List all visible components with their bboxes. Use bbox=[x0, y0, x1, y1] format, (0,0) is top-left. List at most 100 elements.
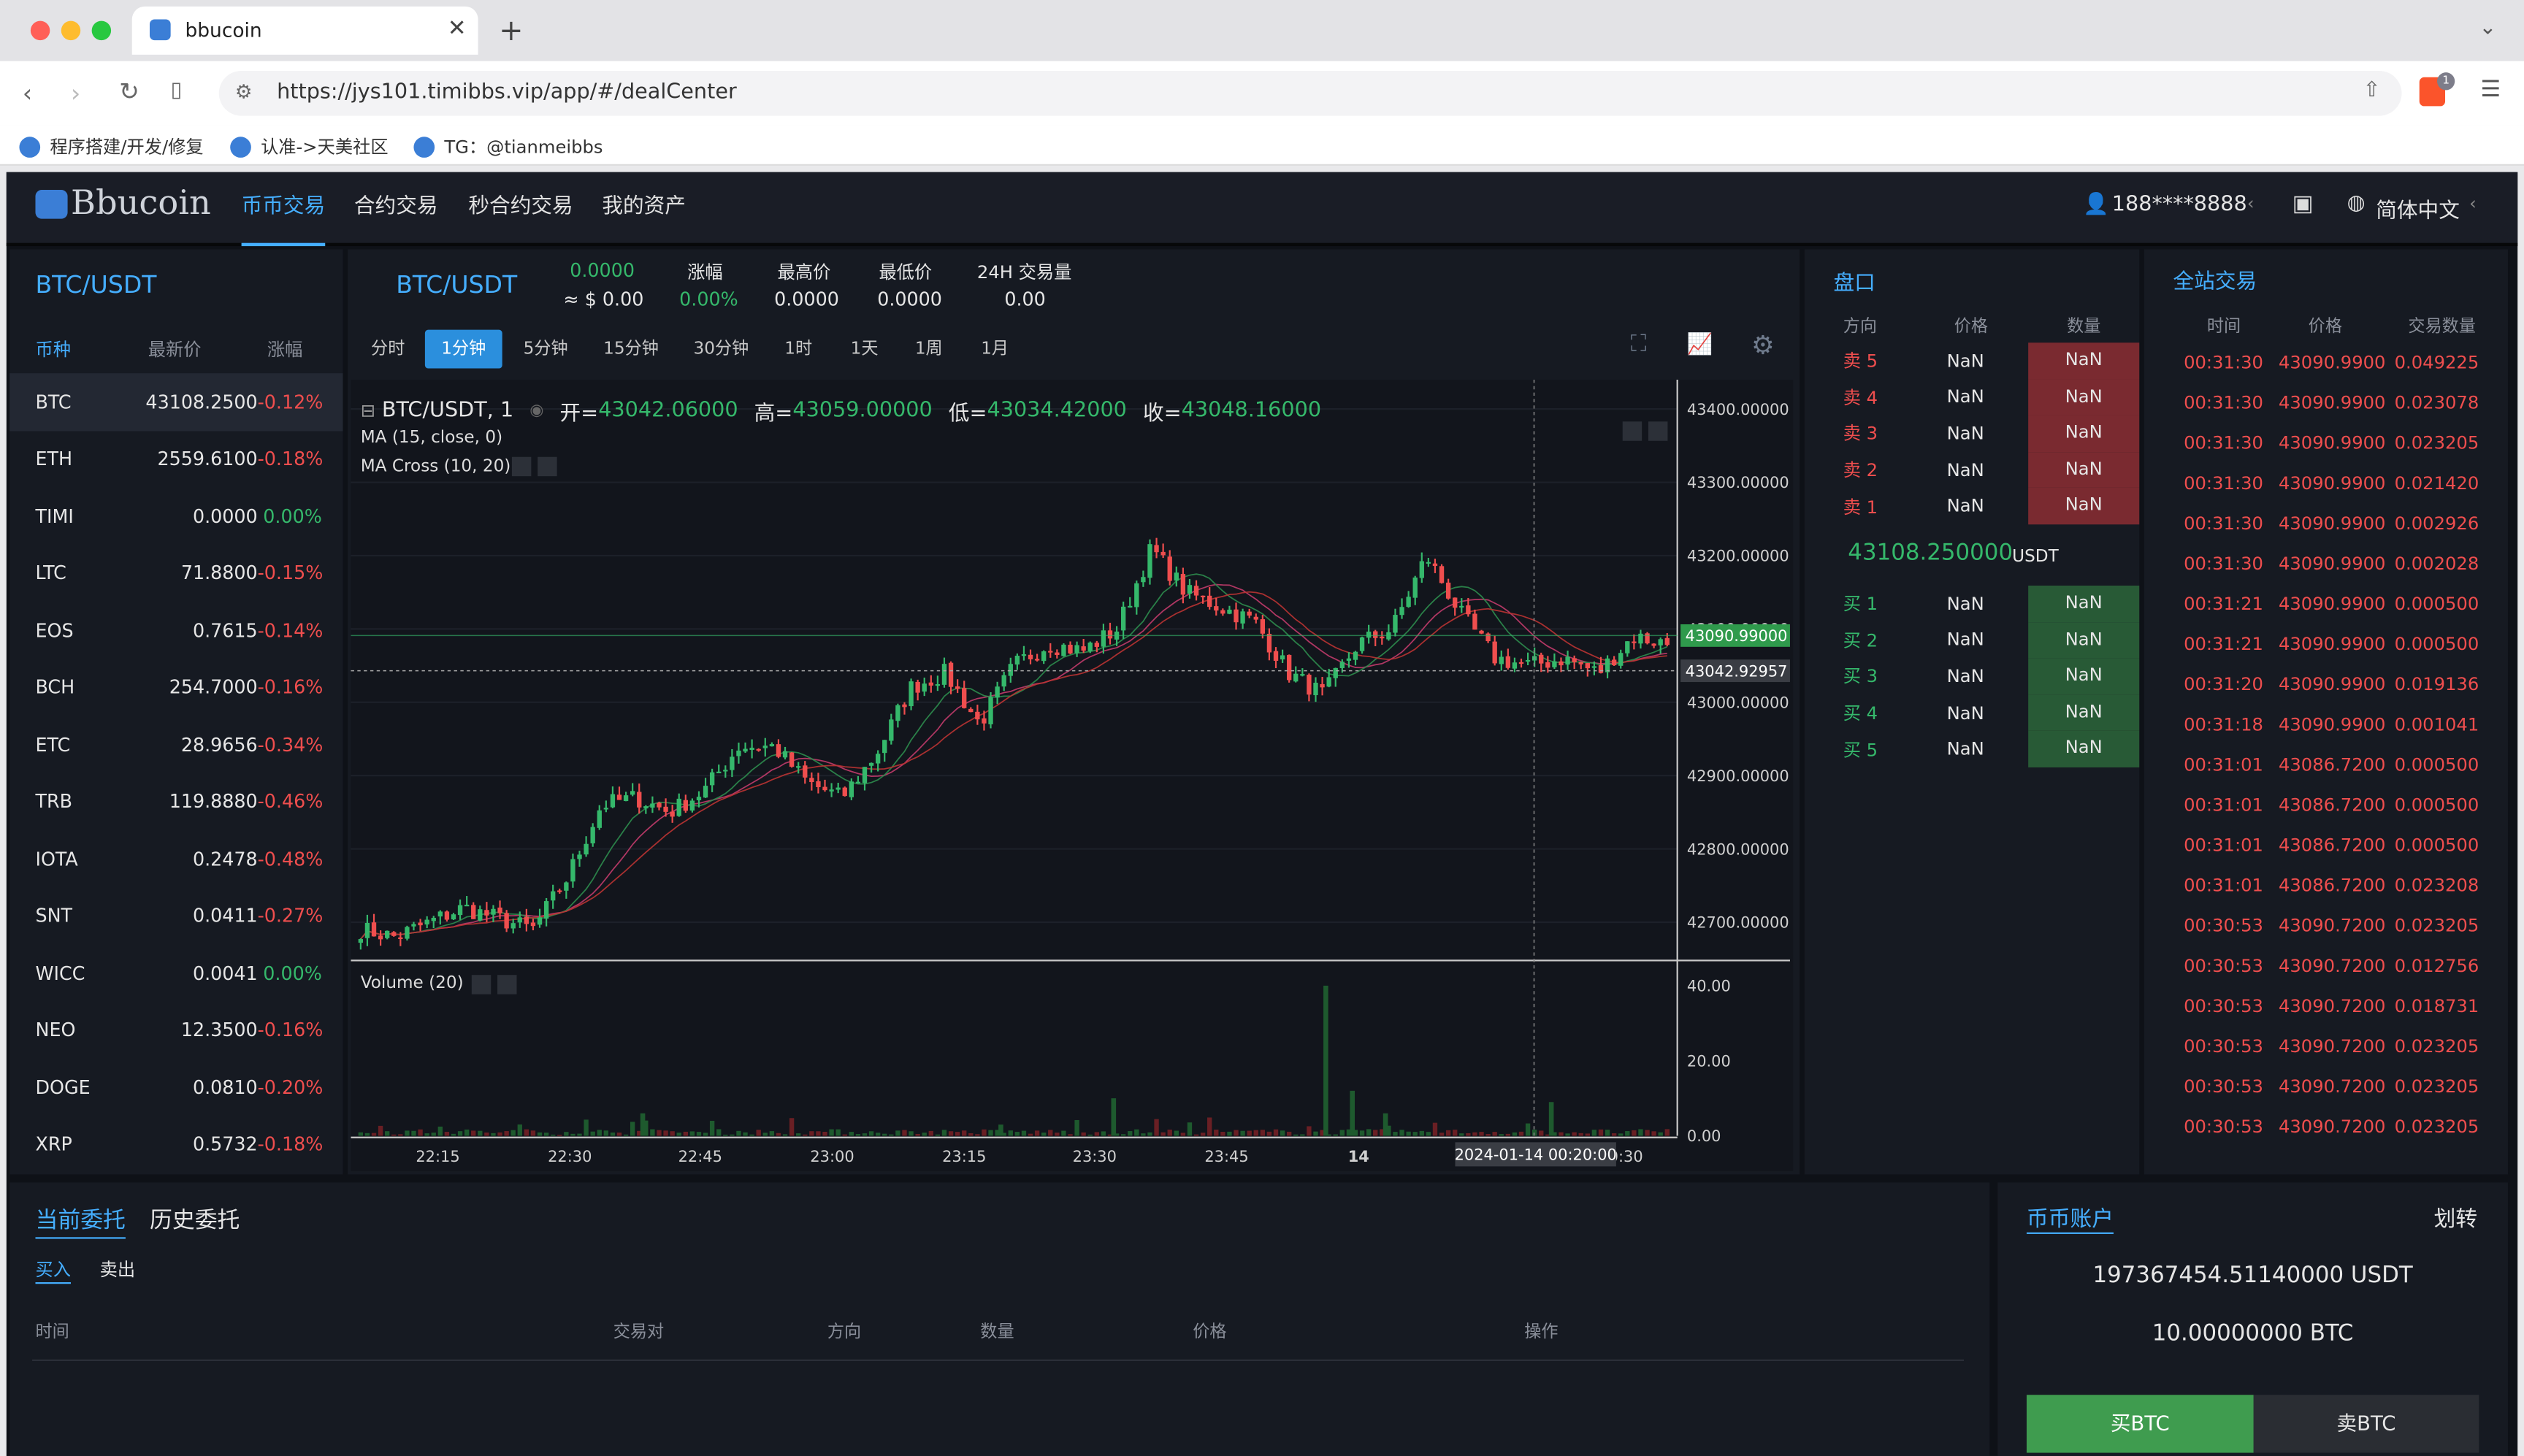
bid-row[interactable]: 买 4 NaN NaN bbox=[1805, 694, 2140, 732]
subtab-sell[interactable]: 卖出 bbox=[99, 1260, 136, 1281]
timeframe-30m[interactable]: 30分钟 bbox=[693, 339, 749, 359]
maximize-window-icon[interactable] bbox=[91, 20, 112, 41]
chart-settings-gear-icon[interactable]: ⚙ bbox=[1751, 329, 1775, 361]
market-row[interactable]: TRB 119.8880 -0.46% bbox=[9, 773, 343, 830]
timeframe-1m[interactable]: 1分钟 bbox=[424, 329, 502, 369]
market-row[interactable]: SNT 0.0411 -0.27% bbox=[9, 887, 343, 944]
candle-body bbox=[1518, 662, 1524, 664]
ask-row[interactable]: 卖 2 NaN NaN bbox=[1805, 451, 2140, 488]
globe-icon[interactable]: ◍ bbox=[2347, 191, 2366, 216]
reload-icon[interactable]: ↻ bbox=[119, 77, 139, 107]
nav-futures[interactable]: 合约交易 bbox=[353, 194, 438, 219]
market-row[interactable]: ETC 28.9656 -0.34% bbox=[9, 716, 343, 773]
timeframe-5m[interactable]: 5分钟 bbox=[523, 339, 568, 359]
legend-settings-icon[interactable]: ◉ bbox=[529, 402, 544, 421]
volume-bar bbox=[1664, 1129, 1670, 1136]
user-icon[interactable]: 👤 bbox=[2083, 193, 2109, 218]
candle-body bbox=[1545, 662, 1550, 668]
volume-remove-icon[interactable] bbox=[497, 975, 517, 995]
market-row[interactable]: DOGE 0.0810 -0.20% bbox=[9, 1059, 343, 1116]
sell-btc-button[interactable]: 卖BTC bbox=[2253, 1395, 2479, 1453]
download-app-icon[interactable]: ▣ bbox=[2292, 191, 2314, 218]
subtab-buy[interactable]: 买入 bbox=[35, 1257, 71, 1284]
col-header-price: 最新价 bbox=[148, 339, 202, 361]
new-tab-icon[interactable]: + bbox=[499, 14, 524, 49]
bid-row[interactable]: 买 2 NaN NaN bbox=[1805, 621, 2140, 659]
bookmark-favicon-icon bbox=[413, 136, 435, 157]
volume-bar bbox=[730, 1134, 735, 1136]
timeframe-1d[interactable]: 1天 bbox=[850, 339, 879, 359]
tab-order-history[interactable]: 历史委托 bbox=[149, 1208, 240, 1234]
back-icon[interactable]: ‹ bbox=[22, 78, 33, 108]
nav-spot-trading[interactable]: 币币交易 bbox=[241, 172, 326, 247]
candlestick-chart[interactable]: 43400.0000043300.0000043200.0000043100.0… bbox=[351, 379, 1794, 1172]
trade-qty: 0.000500 bbox=[2394, 634, 2479, 655]
ask-row[interactable]: 卖 5 NaN NaN bbox=[1805, 342, 2140, 380]
volume-bar bbox=[1214, 1130, 1219, 1136]
bookmark-item[interactable]: 程序搭建/开发/修复 bbox=[19, 132, 204, 161]
volume-bar bbox=[1134, 1129, 1139, 1136]
ma-cross-remove-icon[interactable] bbox=[538, 456, 557, 477]
close-window-icon[interactable] bbox=[30, 20, 50, 41]
market-row[interactable]: TIMI 0.0000 0.00% bbox=[9, 488, 343, 545]
nav-my-assets[interactable]: 我的资产 bbox=[602, 194, 686, 219]
indicators-icon[interactable]: 📈 bbox=[1686, 333, 1713, 358]
bookmark-item[interactable]: TG：@tianmeibbs bbox=[413, 132, 603, 161]
buy-btc-button[interactable]: 买BTC bbox=[2026, 1395, 2254, 1453]
fullscreen-icon[interactable]: ⛶ bbox=[1630, 331, 1647, 358]
market-list-title: BTC/USDT bbox=[35, 270, 157, 299]
market-row[interactable]: EOS 0.7615 -0.14% bbox=[9, 602, 343, 659]
menu-icon[interactable]: ☰ bbox=[2480, 77, 2501, 104]
bid-row[interactable]: 买 5 NaN NaN bbox=[1805, 731, 2140, 767]
col-header-change: 涨幅 bbox=[267, 339, 303, 361]
bookmark-icon[interactable]: ▯ bbox=[170, 78, 183, 104]
ask-row[interactable]: 卖 4 NaN NaN bbox=[1805, 379, 2140, 415]
timeframe-1mo[interactable]: 1月 bbox=[981, 339, 1009, 359]
user-account[interactable]: 188****8888 bbox=[2111, 193, 2247, 218]
orders-header-side: 方向 bbox=[827, 1322, 862, 1342]
ma-cross-settings-icon[interactable] bbox=[511, 456, 532, 477]
minimize-window-icon[interactable] bbox=[61, 20, 81, 41]
nav-second-contract[interactable]: 秒合约交易 bbox=[468, 194, 573, 219]
ask-row[interactable]: 卖 3 NaN NaN bbox=[1805, 415, 2140, 452]
share-icon[interactable]: ⇧ bbox=[2363, 78, 2381, 104]
browser-tab[interactable]: bbucoin ✕ bbox=[131, 6, 478, 55]
timeframe-tick[interactable]: 分时 bbox=[371, 339, 405, 359]
legend-high-label: 高= bbox=[754, 402, 793, 426]
bid-row[interactable]: 买 1 NaN NaN bbox=[1805, 586, 2140, 622]
market-row[interactable]: NEO 12.3500 -0.16% bbox=[9, 1002, 343, 1059]
volume-bar bbox=[650, 1129, 655, 1136]
address-bar[interactable]: ⚙ https://jys101.timibbs.vip/app/#/dealC… bbox=[218, 70, 2402, 116]
ask-row[interactable]: 卖 1 NaN NaN bbox=[1805, 488, 2140, 525]
candle-body bbox=[1220, 610, 1225, 614]
user-chevron-icon[interactable]: ‹ bbox=[2246, 193, 2255, 215]
volume-bar bbox=[696, 1132, 702, 1136]
bid-row[interactable]: 买 3 NaN NaN bbox=[1805, 658, 2140, 695]
site-settings-icon[interactable]: ⚙ bbox=[234, 80, 253, 104]
market-row[interactable]: XRP 0.5732 -0.18% bbox=[9, 1116, 343, 1173]
volume-settings-icon[interactable] bbox=[471, 975, 492, 995]
collapse-legend-icon[interactable]: ⊟ bbox=[360, 400, 376, 422]
language-selector[interactable]: 简体中文 bbox=[2376, 199, 2460, 224]
timeframe-15m[interactable]: 15分钟 bbox=[603, 339, 659, 359]
tab-list-chevron-down-icon[interactable]: ⌄ bbox=[2479, 16, 2497, 41]
market-row[interactable]: IOTA 0.2478 -0.48% bbox=[9, 830, 343, 887]
market-row[interactable]: WICC 0.0041 0.00% bbox=[9, 944, 343, 1001]
market-row[interactable]: BTC 43108.2500 -0.12% bbox=[9, 373, 343, 431]
candle-body bbox=[1234, 609, 1239, 623]
market-row[interactable]: LTC 71.8800 -0.15% bbox=[9, 545, 343, 602]
timeframe-1h[interactable]: 1时 bbox=[784, 339, 813, 359]
bookmark-item[interactable]: 认准->天美社区 bbox=[230, 132, 389, 161]
candle-body bbox=[1658, 639, 1663, 645]
account-title[interactable]: 币币账户 bbox=[2026, 1200, 2114, 1234]
language-chevron-icon[interactable]: ‹ bbox=[2469, 193, 2477, 215]
market-row[interactable]: ETH 2559.6100 -0.18% bbox=[9, 430, 343, 487]
forward-icon[interactable]: › bbox=[70, 78, 81, 108]
volume-bar bbox=[1041, 1133, 1047, 1136]
market-row[interactable]: BCH 254.7000 -0.16% bbox=[9, 659, 343, 716]
close-tab-icon[interactable]: ✕ bbox=[447, 16, 467, 42]
transfer-link[interactable]: 划转 bbox=[2433, 1206, 2478, 1233]
timeframe-1w[interactable]: 1周 bbox=[914, 339, 943, 359]
tab-current-orders[interactable]: 当前委托 bbox=[35, 1203, 126, 1239]
trade-row: 00:31:30 43090.9900 0.021420 bbox=[2144, 464, 2508, 504]
